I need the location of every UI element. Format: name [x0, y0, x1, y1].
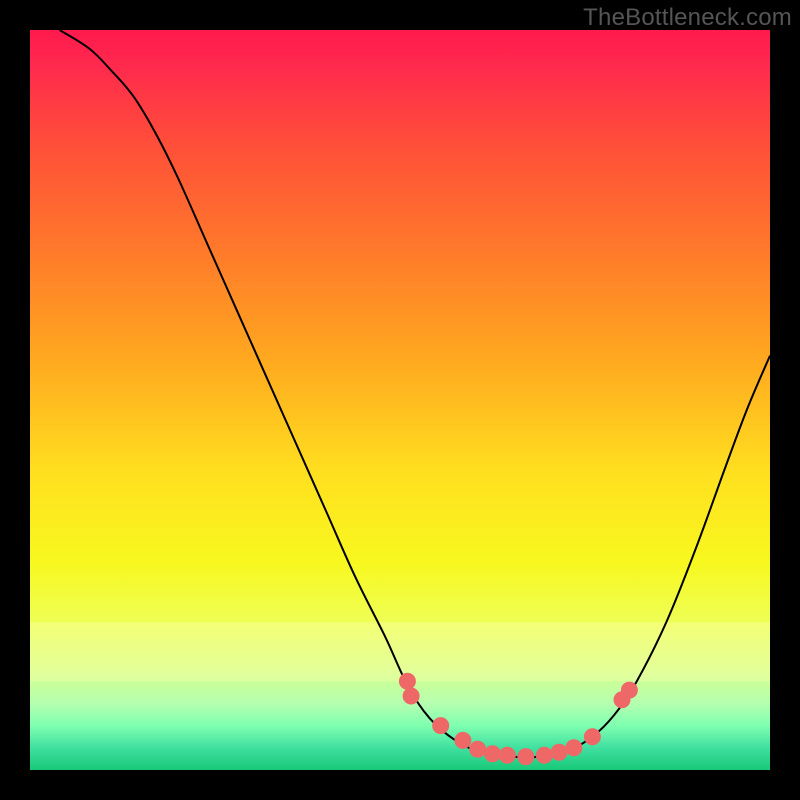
curve-marker — [621, 682, 637, 698]
glow-band — [30, 622, 770, 681]
curve-marker — [403, 688, 419, 704]
curve-marker — [399, 673, 415, 689]
bottleneck-curve-plot — [0, 0, 800, 800]
curve-marker — [499, 747, 515, 763]
curve-marker — [536, 747, 552, 763]
curve-marker — [518, 749, 534, 765]
curve-marker — [455, 732, 471, 748]
curve-marker — [485, 746, 501, 762]
root-container: TheBottleneck.com — [0, 0, 800, 800]
curve-marker — [584, 729, 600, 745]
curve-marker — [433, 718, 449, 734]
curve-marker — [551, 744, 567, 760]
watermark-text: TheBottleneck.com — [583, 4, 792, 32]
curve-marker — [566, 740, 582, 756]
curve-marker — [470, 741, 486, 757]
